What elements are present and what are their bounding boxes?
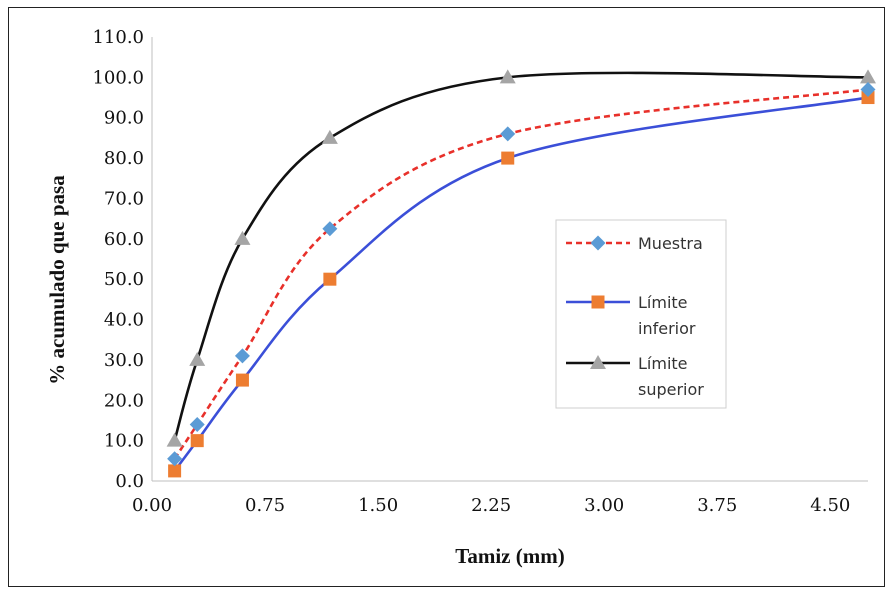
- y-tick-label: 30.0: [104, 350, 144, 371]
- data-point: [189, 416, 205, 432]
- x-tick-labels: 0.00 0.75 1.50 2.25 3.00 3.75 4.50: [132, 495, 850, 516]
- data-point: [499, 69, 516, 84]
- y-tick-label: 20.0: [104, 390, 144, 411]
- x-tick-label: 3.75: [697, 495, 737, 516]
- x-tick-label: 1.50: [358, 495, 398, 516]
- data-point: [322, 221, 338, 237]
- legend-label: Muestra: [638, 234, 703, 253]
- series-lines: [173, 71, 869, 472]
- data-point: [501, 151, 515, 165]
- legend-label: inferior: [638, 319, 696, 338]
- legend-marker: [590, 235, 606, 251]
- y-tick-label: 90.0: [104, 108, 144, 129]
- data-point: [235, 373, 249, 387]
- y-axis-title: % acumulado que pasa: [45, 175, 69, 385]
- y-tick-label: 110.0: [92, 27, 144, 48]
- data-point: [166, 432, 183, 447]
- legend-label: Límite: [638, 293, 688, 312]
- y-tick-label: 40.0: [104, 310, 144, 331]
- legend-label: Límite: [638, 354, 688, 373]
- data-point: [189, 351, 206, 366]
- series-markers: [166, 69, 876, 478]
- legend: Muestra Límite inferior Límite superior: [555, 219, 727, 409]
- legend-label: superior: [638, 380, 704, 399]
- y-tick-label: 50.0: [104, 269, 144, 290]
- y-tick-label: 70.0: [104, 188, 144, 209]
- x-tick-label: 2.25: [471, 495, 511, 516]
- y-tick-label: 60.0: [104, 229, 144, 250]
- series-line-1: [173, 96, 869, 472]
- data-point: [234, 230, 251, 245]
- data-point: [168, 464, 182, 478]
- data-point: [500, 126, 516, 142]
- y-tick-label: 80.0: [104, 148, 144, 169]
- x-tick-label: 0.00: [132, 495, 172, 516]
- data-point: [323, 272, 337, 286]
- data-point: [860, 69, 876, 84]
- data-point: [860, 81, 876, 97]
- x-axis-title: Tamiz (mm): [455, 544, 564, 568]
- series-line-0: [173, 88, 869, 460]
- x-tick-label: 3.00: [584, 495, 624, 516]
- data-point: [861, 91, 875, 105]
- y-tick-labels: 0.0 10.0 20.0 30.0 40.0 50.0 60.0 70.0 80.0 90.0 1…: [92, 27, 144, 492]
- legend-box: [555, 219, 727, 409]
- legend-marker: [591, 295, 605, 309]
- y-tick-label: 100.0: [92, 67, 144, 88]
- x-tick-label: 0.75: [245, 495, 285, 516]
- y-tick-label: 10.0: [104, 431, 144, 452]
- legend-marker: [590, 355, 606, 369]
- series-line-2: [173, 71, 869, 441]
- data-point: [190, 434, 204, 448]
- axes: [151, 37, 868, 482]
- chart-frame: [8, 7, 885, 587]
- data-point: [321, 129, 338, 144]
- y-tick-label: 0.0: [115, 471, 144, 492]
- data-point: [234, 348, 250, 364]
- x-tick-label: 4.50: [810, 495, 850, 516]
- data-point: [167, 451, 183, 467]
